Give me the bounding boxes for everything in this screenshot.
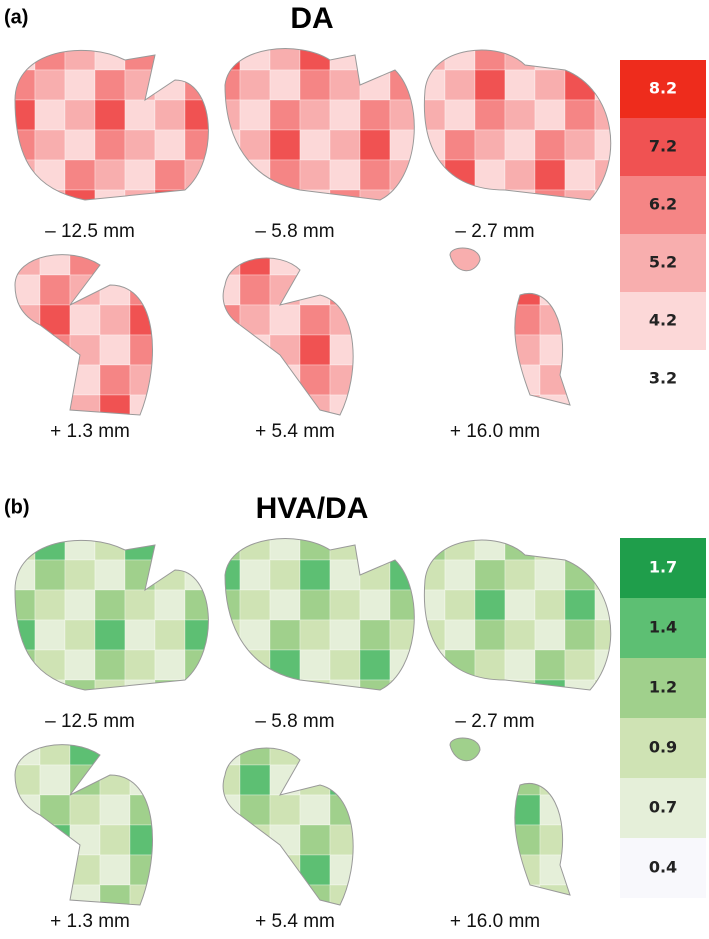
brain-slice [224,538,415,691]
panel-label: (b) [4,496,30,518]
slice-cells [450,738,570,896]
slice-label: + 5.4 mm [255,421,335,442]
brain-slice [449,247,571,406]
legend-label: 0.4 [649,858,677,877]
legend-label: 6.2 [649,195,677,214]
legend-label: 0.9 [649,738,677,757]
brain-slice [14,49,209,201]
slice-cells [223,747,354,905]
slice-cells [450,248,570,406]
slice-label: + 1.3 mm [50,911,130,932]
slice-label: – 12.5 mm [45,711,135,732]
slice-cells [15,744,153,905]
brain-slice [14,539,209,691]
legend-label: 8.2 [649,79,677,98]
legend-swatch [620,60,706,118]
legend-label: 4.2 [649,311,677,330]
brain-slice [423,539,612,691]
brain-slice [222,747,354,906]
brain-slice [222,257,354,416]
panel-label: (a) [4,6,28,28]
brain-slice [14,254,153,416]
legend-swatch [620,718,706,778]
slice-label: + 16.0 mm [450,421,540,442]
slice-cells [424,540,611,690]
slice-label: – 5.8 mm [255,221,334,242]
legend-label: 3.2 [649,369,677,388]
slice-label: – 2.7 mm [455,711,534,732]
legend-swatch [620,118,706,176]
brain-slice [449,737,571,896]
slice-cells [15,254,153,415]
slice-cells [225,48,415,201]
panel-title: HVA/DA [256,492,369,525]
slice-label: + 1.3 mm [50,421,130,442]
legend-swatch [620,234,706,292]
legend-swatch [620,176,706,234]
slice-cells [424,50,611,200]
slice-label: + 5.4 mm [255,911,335,932]
legend-swatch [620,292,706,350]
slice-cells [223,257,354,415]
legend-swatch [620,350,706,408]
legend-swatch [620,658,706,718]
slice-cells [15,540,209,690]
brain-slice [224,48,415,201]
legend-label: 7.2 [649,137,677,156]
slice-cells [225,538,415,691]
legend-label: 0.7 [649,798,677,817]
brain-slice [423,49,612,201]
legend-label: 1.7 [649,558,677,577]
slice-label: – 2.7 mm [455,221,534,242]
brain-slice [14,744,153,906]
legend-swatch [620,838,706,898]
slice-label: + 16.0 mm [450,911,540,932]
slice-label: – 12.5 mm [45,221,135,242]
slice-label: – 5.8 mm [255,711,334,732]
legend-swatch [620,778,706,838]
legend-label: 1.4 [649,618,677,637]
legend-swatch [620,538,706,598]
legend-label: 5.2 [649,253,677,272]
slice-cells [15,50,209,200]
legend-label: 1.2 [649,678,677,697]
legend-swatch [620,598,706,658]
panel-title: DA [290,2,333,35]
